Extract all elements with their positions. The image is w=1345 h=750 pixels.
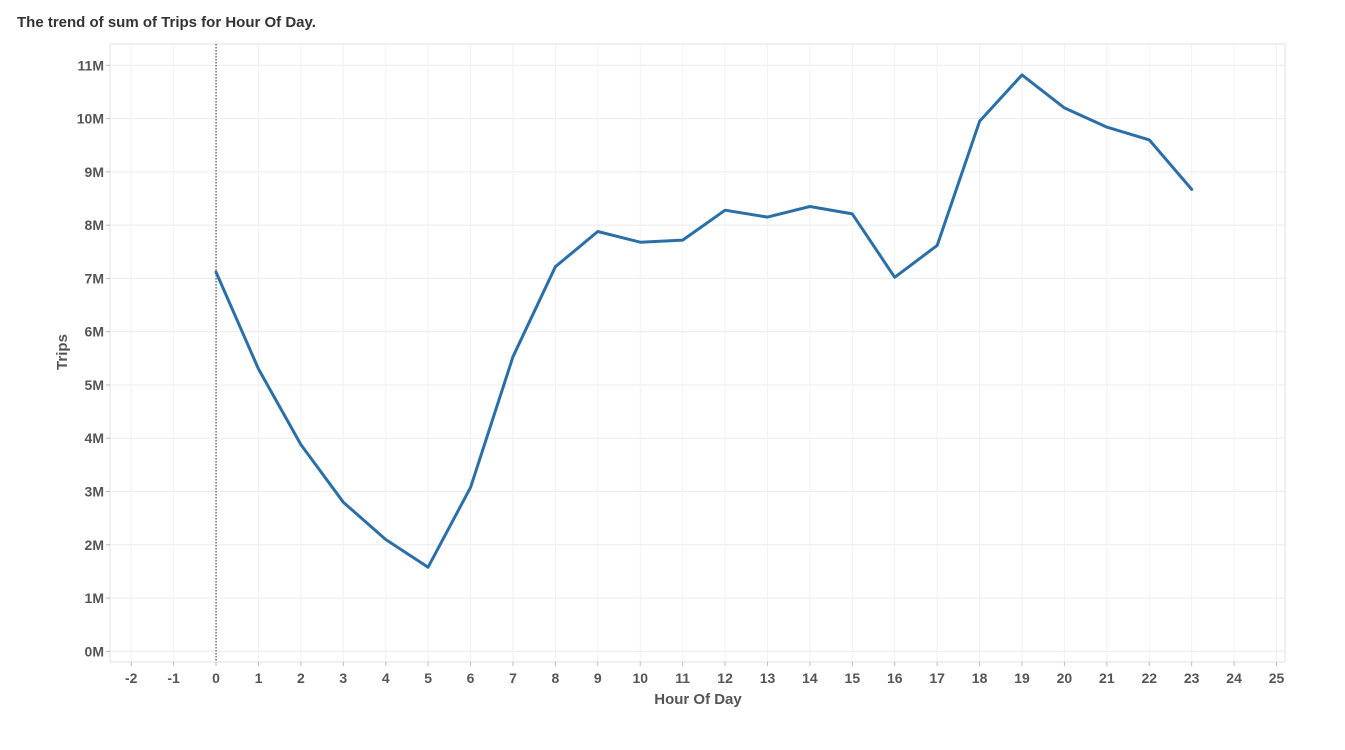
x-tick-label: 7 [509,670,517,686]
y-tick-label: 4M [85,430,104,446]
x-tick-label: 22 [1141,670,1157,686]
x-tick-label: -2 [125,670,138,686]
x-tick-label: 18 [972,670,988,686]
x-tick-label: 25 [1269,670,1285,686]
grid-layer [110,44,1285,662]
x-tick-label: 5 [424,670,432,686]
x-tick-label: 9 [594,670,602,686]
y-tick-label: 1M [85,590,104,606]
y-tick-labels: 0M 1M 2M 3M 4M 5M 6M 7M 8M 9M 10M 11M [77,57,110,659]
x-tick-label: 3 [339,670,347,686]
y-tick-label: 0M [85,643,104,659]
y-tick-label: 8M [85,217,104,233]
x-tick-label: 20 [1057,670,1073,686]
x-tick-label: 19 [1014,670,1030,686]
x-tick-label: 0 [212,670,220,686]
x-tick-label: 1 [255,670,263,686]
x-tick-label: -1 [167,670,180,686]
y-tick-label: 3M [85,484,104,500]
x-tick-label: 23 [1184,670,1200,686]
y-tick-label: 11M [78,57,104,73]
x-tick-label: 21 [1099,670,1115,686]
x-tick-label: 12 [717,670,733,686]
x-axis-title: Hour Of Day [654,691,742,708]
x-tick-label: 16 [887,670,903,686]
y-tick-label: 5M [85,377,104,393]
x-tick-label: 13 [760,670,776,686]
y-tick-label: 2M [85,537,104,553]
series-layer [214,73,1194,569]
plot-frame [109,43,1286,663]
x-tick-label: 6 [467,670,475,686]
x-tick-label: 11 [675,670,690,686]
y-tick-label: 7M [85,270,104,286]
x-tick-label: 17 [929,670,945,686]
y-tick-label: 10M [77,111,104,127]
x-tick-label: 10 [632,670,648,686]
x-tick-label: 24 [1226,670,1242,686]
x-tick-labels: -2 -1 0 1 2 3 4 5 6 7 8 9 10 11 12 13 14 15 16 17 18 19 20 21 22… [125,662,1285,686]
y-tick-label: 6M [85,324,104,340]
x-tick-label: 15 [845,670,861,686]
x-tick-label: 14 [802,670,818,686]
x-tick-label: 8 [551,670,559,686]
y-tick-label: 9M [85,164,104,180]
x-tick-label: 2 [297,670,305,686]
y-axis-title: Trips [54,334,71,370]
chart-title: The trend of sum of Trips for Hour Of Da… [17,14,316,31]
x-tick-label: 4 [382,670,390,686]
trips-line [214,73,1194,569]
